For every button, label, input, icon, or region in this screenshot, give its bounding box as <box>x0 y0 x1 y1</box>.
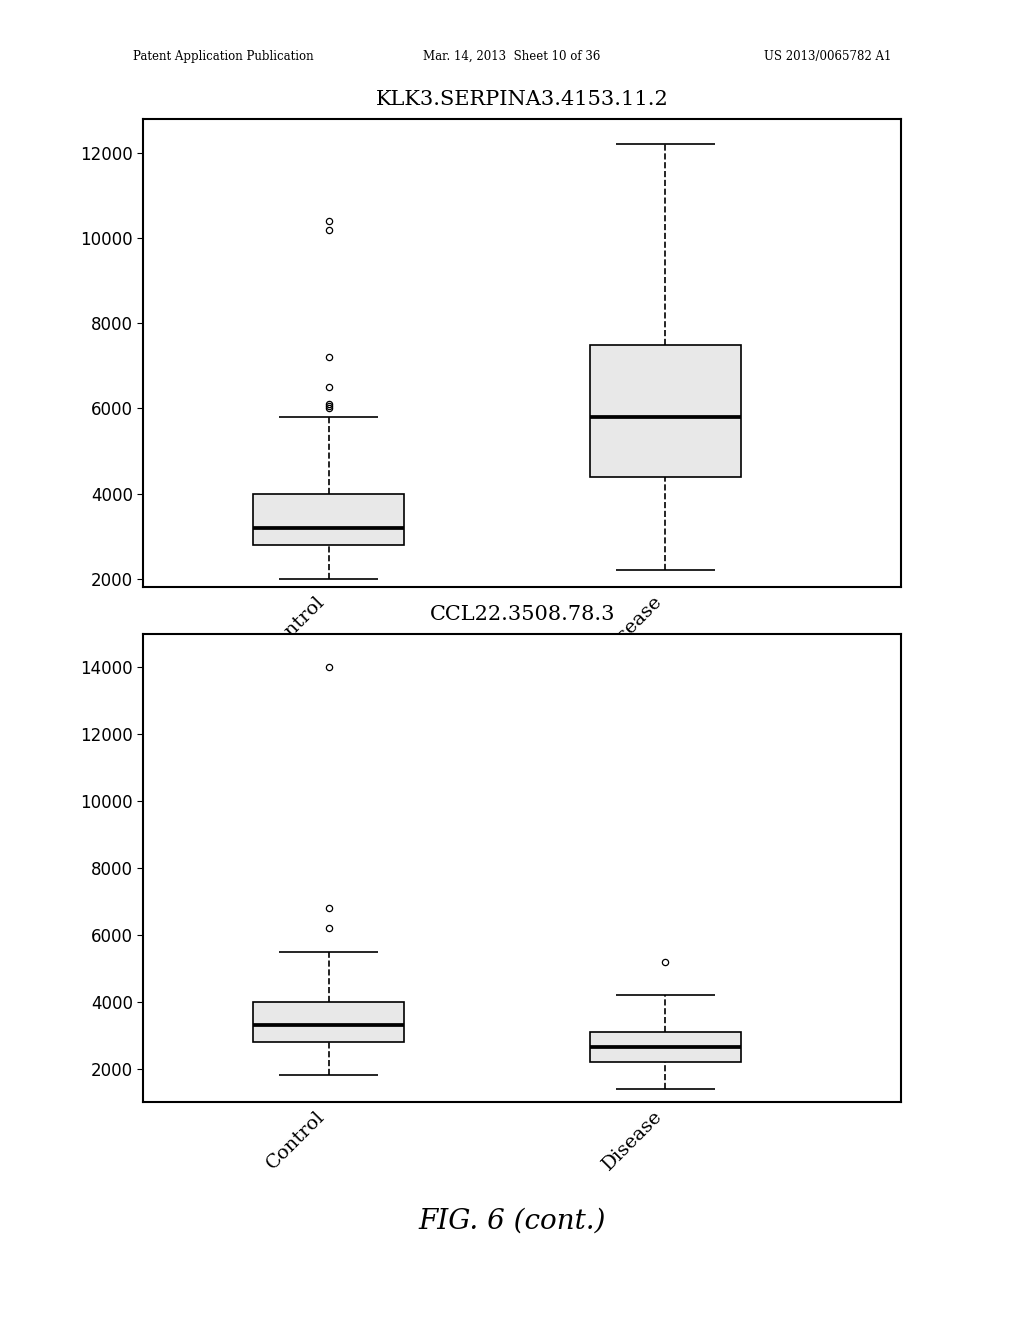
Text: Mar. 14, 2013  Sheet 10 of 36: Mar. 14, 2013 Sheet 10 of 36 <box>423 50 601 63</box>
Title: KLK3.SERPINA3.4153.11.2: KLK3.SERPINA3.4153.11.2 <box>376 90 669 110</box>
FancyBboxPatch shape <box>253 1002 404 1041</box>
Text: FIG. 6 (cont.): FIG. 6 (cont.) <box>418 1208 606 1234</box>
FancyBboxPatch shape <box>590 1032 741 1063</box>
FancyBboxPatch shape <box>253 494 404 545</box>
FancyBboxPatch shape <box>590 345 741 477</box>
Text: US 2013/0065782 A1: US 2013/0065782 A1 <box>764 50 891 63</box>
Title: CCL22.3508.78.3: CCL22.3508.78.3 <box>429 605 615 624</box>
Text: Patent Application Publication: Patent Application Publication <box>133 50 313 63</box>
